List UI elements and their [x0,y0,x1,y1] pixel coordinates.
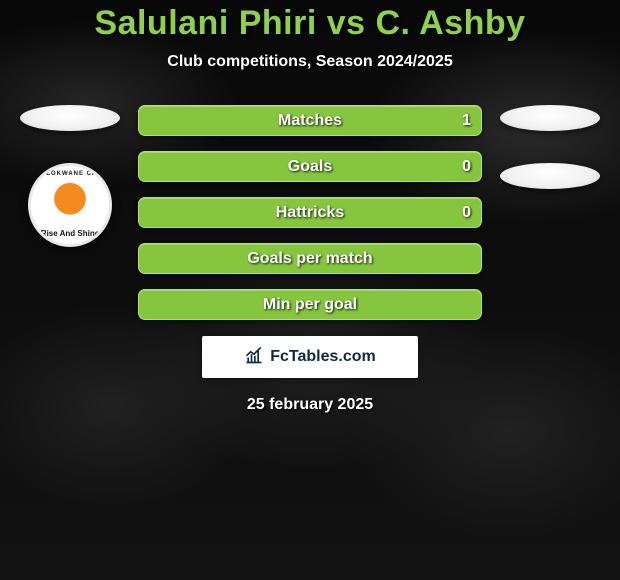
stat-bar-label: Matches [278,112,342,130]
stat-bar-label: Goals per match [247,250,372,268]
stat-bars: Matches 1 Goals 0 Hattricks 0 Goals per match M… [138,105,482,320]
stat-bar: Matches 1 [138,105,482,136]
right-player-avatar [500,105,600,131]
branding-badge: FcTables.com [202,336,418,378]
date-text: 25 february 2025 [247,396,373,414]
left-player-col: POLOKWANE CITY Rise And Shine [20,105,120,320]
stat-bar-right-value: 0 [462,204,471,222]
stat-bar-label: Hattricks [276,204,344,222]
right-club-badge [500,163,600,189]
stat-bar: Hattricks 0 [138,197,482,228]
chart-icon [244,345,264,370]
stat-bar: Goals per match [138,243,482,274]
stat-bar: Goals 0 [138,151,482,182]
comparison-area: POLOKWANE CITY Rise And Shine Matches 1 Go… [0,105,620,320]
stat-bar-right-value: 0 [462,158,471,176]
stat-bar-label: Goals [288,158,332,176]
left-club-motto: Rise And Shine [41,229,99,238]
subtitle: Club competitions, Season 2024/2025 [167,53,452,71]
left-club-name: POLOKWANE CITY [31,171,109,177]
stat-bar: Min per goal [138,289,482,320]
right-player-col [500,105,600,320]
left-club-badge: POLOKWANE CITY Rise And Shine [28,163,112,247]
left-player-avatar [20,105,120,131]
stat-bar-right-value: 1 [462,112,471,130]
branding-text: FcTables.com [270,348,376,366]
stat-bar-label: Min per goal [263,296,357,314]
page-title: Salulani Phiri vs C. Ashby [94,4,525,43]
